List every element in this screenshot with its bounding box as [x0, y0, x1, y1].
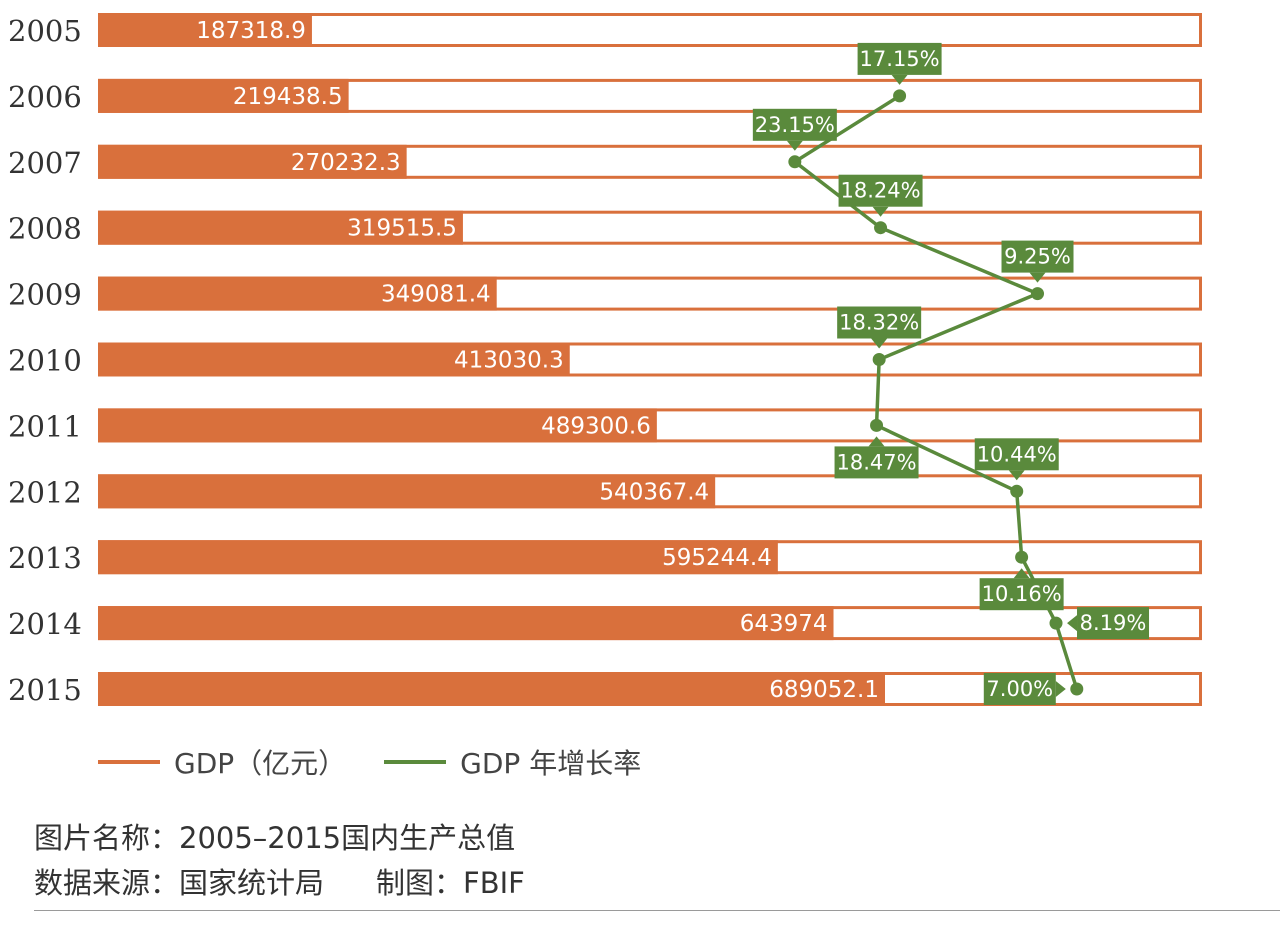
growth-rate-label: 10.16%	[982, 582, 1062, 606]
growth-callout	[834, 446, 919, 479]
growth-callout-pointer	[1008, 470, 1025, 481]
growth-callout-pointer	[1029, 272, 1046, 283]
growth-rate-label: 7.00%	[986, 677, 1053, 701]
year-label: 2014	[8, 607, 82, 641]
legend-swatch-gdp	[98, 760, 160, 764]
gdp-bar	[98, 342, 570, 377]
footer-source-row: 数据来源：国家统计局 制图：FBIF	[34, 861, 525, 906]
legend: GDP（亿元） GDP 年增长率	[98, 742, 679, 782]
growth-point	[788, 155, 802, 169]
year-label: 2006	[8, 80, 82, 114]
growth-rate-label: 9.25%	[1004, 245, 1071, 269]
growth-callout-pointer	[1013, 568, 1030, 579]
year-label: 2015	[8, 673, 82, 707]
footer: 图片名称：2005–2015国内生产总值 数据来源：国家统计局 制图：FBIF	[34, 816, 525, 906]
growth-point	[1031, 287, 1045, 301]
growth-point	[872, 353, 886, 366]
year-label: 2009	[8, 278, 82, 312]
gdp-bar	[98, 13, 312, 47]
year-label: 2010	[8, 344, 82, 378]
footer-credit: 制图：FBIF	[376, 866, 525, 900]
year-label: 2005	[8, 14, 82, 48]
legend-swatch-growth	[384, 760, 447, 764]
growth-callout	[857, 42, 942, 75]
growth-callout	[837, 306, 922, 339]
bar-value-label: 270232.3	[291, 150, 401, 176]
growth-rate-label: 18.24%	[841, 179, 921, 203]
legend-item-growth: GDP 年增长率	[384, 742, 641, 782]
footer-source: 数据来源：国家统计局	[34, 866, 325, 900]
gdp-bar	[98, 78, 349, 113]
growth-point	[1010, 484, 1024, 498]
gdp-bar	[98, 210, 463, 245]
bar-value-label: 643974	[740, 611, 828, 637]
legend-label-growth: GDP 年增长率	[460, 747, 642, 780]
growth-rate-label: 18.47%	[837, 450, 917, 474]
growth-rate-label: 18.32%	[839, 311, 919, 335]
year-label: 2011	[8, 409, 82, 443]
bar-value-label: 595244.4	[662, 545, 772, 571]
growth-callout-pointer	[871, 338, 888, 349]
gdp-chart: 2005 187318.9 2006 219438.5 2007 270232.3 2008…	[8, 13, 1202, 707]
growth-callout-pointer	[786, 140, 803, 151]
bar-value-label: 540367.4	[599, 479, 709, 505]
bar-value-label: 689052.1	[769, 677, 879, 703]
growth-rate-label: 17.15%	[860, 47, 940, 71]
year-label: 2013	[8, 541, 82, 575]
gdp-bar	[98, 672, 885, 706]
growth-point	[1070, 682, 1084, 696]
growth-point	[874, 221, 888, 235]
growth-rate-label: 8.19%	[1080, 611, 1147, 635]
growth-callout-pointer	[872, 206, 889, 217]
growth-callout	[983, 673, 1056, 705]
growth-rate-label: 10.44%	[977, 442, 1057, 466]
growth-point	[893, 89, 907, 103]
bar-value-label: 187318.9	[196, 18, 306, 44]
bar-value-label: 413030.3	[454, 348, 564, 374]
gdp-bar	[98, 606, 834, 641]
growth-callout	[974, 438, 1059, 471]
bar-value-label: 219438.5	[233, 84, 343, 110]
growth-point	[870, 418, 884, 432]
bar-value-label: 489300.6	[541, 413, 651, 439]
growth-callout	[979, 578, 1064, 611]
gdp-bar	[98, 474, 716, 509]
growth-callout	[752, 108, 837, 141]
year-label: 2008	[8, 212, 82, 246]
legend-item-gdp: GDP（亿元）	[98, 742, 346, 782]
growth-callout-pointer	[1055, 681, 1066, 697]
growth-callout-pointer	[868, 436, 885, 447]
growth-callout	[838, 174, 923, 207]
year-label: 2012	[8, 475, 82, 509]
growth-callout-pointer	[1067, 615, 1078, 632]
growth-point	[1015, 550, 1029, 564]
gdp-bar	[98, 276, 497, 311]
growth-rate-label: 23.15%	[755, 113, 835, 137]
gdp-bar	[98, 540, 778, 575]
legend-label-gdp: GDP（亿元）	[174, 747, 347, 780]
bar-value-label: 349081.4	[381, 282, 491, 308]
footer-divider	[34, 910, 1280, 911]
growth-point	[1049, 616, 1063, 630]
growth-callout-pointer	[891, 74, 908, 85]
growth-callout	[1077, 607, 1150, 640]
gdp-bar	[98, 408, 657, 443]
year-label: 2007	[8, 146, 82, 180]
gdp-bar	[98, 144, 407, 179]
bar-value-label: 319515.5	[347, 216, 457, 242]
growth-callout	[1001, 240, 1074, 273]
footer-title: 图片名称：2005–2015国内生产总值	[34, 821, 516, 855]
